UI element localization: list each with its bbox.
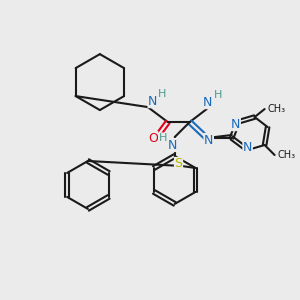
Text: N: N <box>243 140 252 154</box>
Text: N: N <box>204 134 213 146</box>
Text: O: O <box>148 131 158 145</box>
Text: H: H <box>158 89 166 99</box>
Text: N: N <box>231 118 240 130</box>
Text: S: S <box>175 158 182 170</box>
Text: N: N <box>168 139 177 152</box>
Text: CH₃: CH₃ <box>268 104 286 114</box>
Text: CH₃: CH₃ <box>278 150 296 160</box>
Text: H: H <box>159 133 167 143</box>
Text: N: N <box>148 94 158 108</box>
Text: N: N <box>203 96 212 109</box>
Text: H: H <box>214 90 222 100</box>
